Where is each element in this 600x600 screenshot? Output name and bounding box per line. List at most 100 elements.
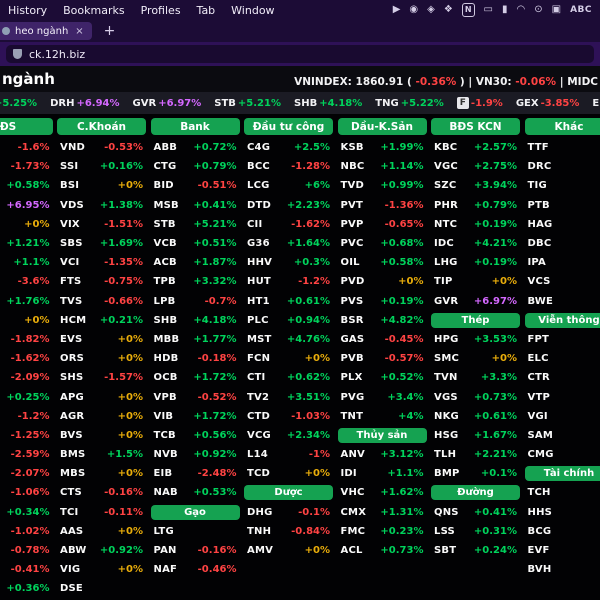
board-cell[interactable]: -1.02% [0,522,53,541]
board-cell[interactable]: MBS +0% [57,464,146,483]
board-cell[interactable]: -1.62% [0,349,53,368]
board-cell[interactable]: MBB +1.77% [151,330,240,349]
board-cell[interactable]: IDI +1.1% [338,464,427,483]
board-cell[interactable]: DSE [57,579,146,598]
board-cell[interactable]: PHR +0.79% [431,196,520,215]
board-cell[interactable]: BWE [525,292,600,311]
board-cell[interactable]: SBS +1.69% [57,234,146,253]
board-cell[interactable]: ACB +1.87% [151,253,240,272]
board-cell[interactable]: -1.73% [0,157,53,176]
board-cell[interactable]: +1.1% [0,253,53,272]
board-cell[interactable]: TCB +0.56% [151,426,240,445]
board-cell[interactable]: L14 -1% [244,445,333,464]
board-cell[interactable]: PVP -0.65% [338,215,427,234]
board-cell[interactable]: PLX +0.52% [338,368,427,387]
board-cell[interactable]: SZC +3.94% [431,176,520,195]
board-cell[interactable]: CMX +1.31% [338,503,427,522]
board-cell[interactable]: EVS +0% [57,330,146,349]
board-cell[interactable]: DHG -0.1% [244,503,333,522]
board-cell[interactable]: CII -1.62% [244,215,333,234]
board-cell[interactable]: +6.95% [0,196,53,215]
board-cell[interactable]: +0.36% [0,579,53,598]
board-cell[interactable]: BVS +0% [57,426,146,445]
board-cell[interactable]: HCM +0.21% [57,311,146,330]
board-cell[interactable]: VND -0.53% [57,138,146,157]
active-tab[interactable]: heo ngành × [0,22,92,40]
board-cell[interactable]: BSR +4.82% [338,311,427,330]
wifi-icon[interactable]: ◠ [516,4,526,15]
board-cell[interactable]: TIP +0% [431,272,520,291]
board-cell[interactable]: HHV +0.3% [244,253,333,272]
board-cell[interactable]: VGC +2.75% [431,157,520,176]
board-cell[interactable]: FCN +0% [244,349,333,368]
board-cell[interactable]: HHS [525,503,600,522]
menu-item-window[interactable]: Window [231,3,275,17]
board-cell[interactable]: TVN +3.3% [431,368,520,387]
board-cell[interactable]: SHS -1.57% [57,368,146,387]
ticker-item[interactable]: GEX -3.85% [516,98,580,109]
board-cell[interactable]: AAS +0% [57,522,146,541]
board-cell[interactable]: OCB +1.72% [151,368,240,387]
board-cell[interactable]: PAN -0.16% [151,541,240,560]
board-cell[interactable]: -2.09% [0,368,53,387]
board-cell[interactable]: PVS +0.19% [338,292,427,311]
puzzle-icon[interactable]: ❖ [443,4,453,15]
board-cell[interactable]: HUT -1.2% [244,272,333,291]
board-cell[interactable]: -3.6% [0,272,53,291]
board-cell[interactable]: ABW +0.92% [57,541,146,560]
board-cell[interactable]: SMC +0% [431,349,520,368]
board-cell[interactable]: BMP +0.1% [431,464,520,483]
board-cell[interactable]: EVF [525,541,600,560]
search-icon[interactable]: ⊙ [534,4,543,15]
board-cell[interactable]: +1.76% [0,292,53,311]
board-cell[interactable]: LCG +6% [244,176,333,195]
board-cell[interactable]: VCI -1.35% [57,253,146,272]
board-cell[interactable]: HAG [525,215,600,234]
menu-item-tab[interactable]: Tab [196,3,216,17]
board-cell[interactable]: BSI +0% [57,176,146,195]
board-cell[interactable]: FMC +0.23% [338,522,427,541]
board-cell[interactable]: VGI [525,407,600,426]
board-cell[interactable]: TLH +2.21% [431,445,520,464]
board-cell[interactable]: -1.6% [0,138,53,157]
play-icon[interactable]: ▶ [392,4,401,15]
privacy-shield-icon[interactable] [13,49,22,59]
board-cell[interactable]: LSS +0.31% [431,522,520,541]
board-cell[interactable]: SAM [525,426,600,445]
board-cell[interactable]: DTD +2.23% [244,196,333,215]
board-cell[interactable]: TNT +4% [338,407,427,426]
board-cell[interactable]: LPB -0.7% [151,292,240,311]
board-cell[interactable]: CTD -1.03% [244,407,333,426]
board-cell[interactable]: +1.21% [0,234,53,253]
board-cell[interactable]: QNS +0.41% [431,503,520,522]
board-cell[interactable]: -0.78% [0,541,53,560]
board-cell[interactable]: BCC -1.28% [244,157,333,176]
board-cell[interactable]: ACL +0.73% [338,541,427,560]
board-cell[interactable]: +0.25% [0,387,53,406]
board-cell[interactable]: -1.2% [0,407,53,426]
board-cell[interactable]: HT1 +0.61% [244,292,333,311]
board-cell[interactable]: FPT [525,330,600,349]
board-cell[interactable]: VCB +0.51% [151,234,240,253]
board-cell[interactable]: VIG +0% [57,560,146,579]
menu-item-history[interactable]: History [8,3,48,17]
menu-item-bookmarks[interactable]: Bookmarks [63,3,125,17]
board-cell[interactable]: TNH -0.84% [244,522,333,541]
board-cell[interactable]: VCS [525,272,600,291]
board-cell[interactable]: TTF [525,138,600,157]
board-cell[interactable]: HDB -0.18% [151,349,240,368]
board-cell[interactable]: PVB -0.57% [338,349,427,368]
board-cell[interactable]: VIX -1.51% [57,215,146,234]
board-cell[interactable]: TVD +0.99% [338,176,427,195]
board-cell[interactable]: FTS -0.75% [57,272,146,291]
ticker-item[interactable]: EIB-2.48% [592,98,600,109]
board-cell[interactable]: -2.07% [0,464,53,483]
board-cell[interactable]: OIL +0.58% [338,253,427,272]
board-cell[interactable]: +0% [0,215,53,234]
board-cell[interactable]: SHB +4.18% [151,311,240,330]
board-cell[interactable]: +0% [0,311,53,330]
board-cell[interactable]: NAB +0.53% [151,483,240,502]
board-cell[interactable]: +0.58% [0,176,53,195]
board-cell[interactable]: CTS -0.16% [57,483,146,502]
board-cell[interactable]: ANV +3.12% [338,445,427,464]
